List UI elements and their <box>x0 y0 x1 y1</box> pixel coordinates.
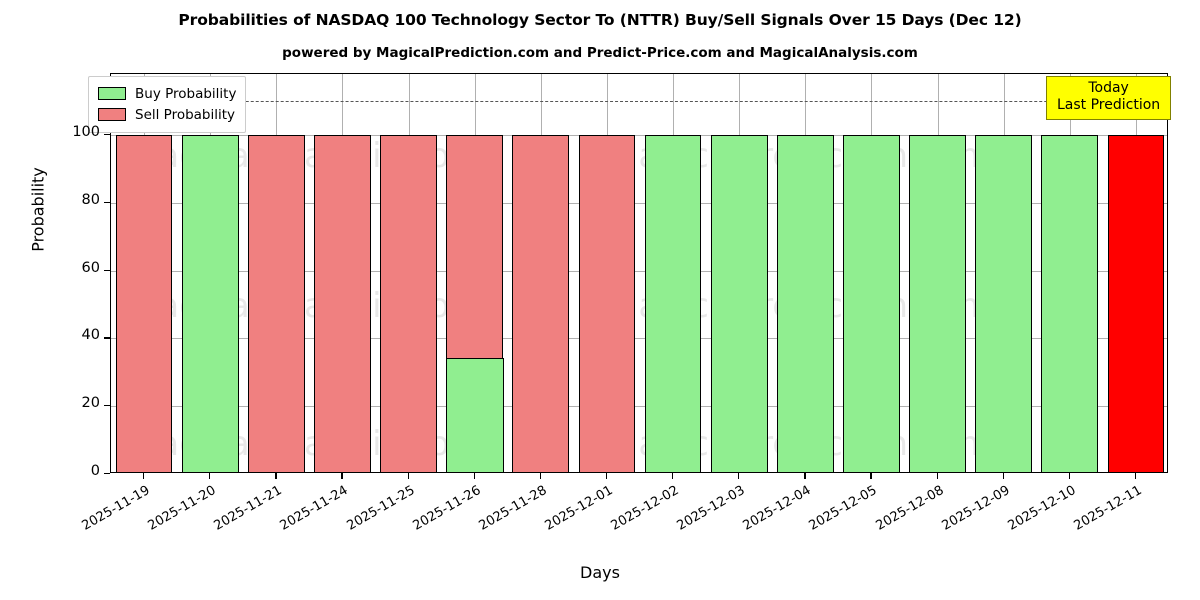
bar-2025-12-05[interactable] <box>843 135 900 472</box>
y-tick-label: 40 <box>81 327 100 344</box>
x-tick-mark <box>1068 473 1070 479</box>
legend-swatch-sell <box>98 108 126 121</box>
x-tick-label: 2025-11-28 <box>476 483 550 534</box>
bar-2025-11-20[interactable] <box>181 135 239 472</box>
x-tick-mark <box>605 473 608 479</box>
x-tick-mark <box>870 473 872 479</box>
bar-2025-12-11[interactable] <box>1107 135 1165 472</box>
chart-subtitle: powered by MagicalPrediction.com and Pre… <box>282 45 918 61</box>
x-tick-mark <box>936 473 938 479</box>
x-tick-label: 2025-12-03 <box>674 483 748 534</box>
gridline-horizontal <box>111 338 1167 340</box>
y-tick-label: 100 <box>72 124 100 141</box>
threshold-dashed-line <box>111 101 1167 103</box>
y-tick-mark <box>104 269 110 271</box>
y-tick-label: 80 <box>81 191 100 208</box>
y-tick-mark <box>104 405 110 407</box>
y-tick-mark <box>104 337 110 339</box>
legend-item-sell[interactable]: Sell Probability <box>98 104 236 125</box>
y-tick-label: 20 <box>81 395 100 412</box>
x-tick-label: 2025-12-08 <box>873 483 947 534</box>
chart-legend: Buy Probability Sell Probability <box>88 76 247 133</box>
y-tick-label: 60 <box>81 259 100 276</box>
x-tick-mark <box>1134 473 1137 479</box>
x-tick-mark <box>473 473 475 479</box>
bar-2025-12-08[interactable] <box>909 135 966 472</box>
bars-layer <box>111 74 1167 472</box>
bar-2025-11-28[interactable] <box>512 135 570 472</box>
x-tick-mark <box>275 473 277 479</box>
legend-swatch-buy <box>98 87 126 100</box>
x-tick-mark <box>539 473 541 479</box>
bar-2025-12-03[interactable] <box>710 135 768 472</box>
bar-2025-11-19[interactable] <box>115 135 173 472</box>
today-annotation-line2: Last Prediction <box>1057 97 1161 113</box>
y-axis-label: Probability <box>28 167 48 252</box>
bar-2025-12-09[interactable] <box>975 135 1033 472</box>
x-tick-label: 2025-12-11 <box>1071 483 1145 534</box>
gridline-horizontal <box>111 202 1167 204</box>
x-tick-label: 2025-12-05 <box>806 483 880 534</box>
x-tick-label: 2025-12-09 <box>939 483 1013 534</box>
bar-2025-12-10[interactable] <box>1041 135 1099 472</box>
x-tick-mark <box>1002 473 1004 479</box>
today-annotation: Today Last Prediction <box>1046 76 1172 120</box>
bar-segment-buy <box>445 358 504 472</box>
x-tick-mark <box>804 473 806 479</box>
x-tick-label: 2025-11-19 <box>79 483 153 534</box>
bar-2025-11-24[interactable] <box>314 135 371 472</box>
bar-2025-12-01[interactable] <box>578 135 636 472</box>
x-tick-label: 2025-12-10 <box>1005 483 1079 534</box>
bar-2025-11-21[interactable] <box>247 135 305 472</box>
plot-area: MagicalAnalysis.comMagicalPrediction.com… <box>110 73 1168 473</box>
x-tick-label: 2025-11-26 <box>410 483 484 534</box>
x-tick-label: 2025-11-24 <box>277 483 351 534</box>
x-tick-mark <box>738 473 740 479</box>
bar-2025-11-26[interactable] <box>445 135 504 472</box>
chart-title: Probabilities of NASDAQ 100 Technology S… <box>178 11 1022 29</box>
x-tick-label: 2025-11-25 <box>344 483 418 534</box>
gridline-horizontal <box>111 135 1167 137</box>
x-tick-label: 2025-12-01 <box>542 483 616 534</box>
gridline-horizontal <box>111 406 1167 408</box>
bar-2025-12-04[interactable] <box>776 135 834 472</box>
y-tick-mark <box>104 473 110 475</box>
x-tick-label: 2025-11-21 <box>211 483 285 534</box>
x-tick-mark <box>407 473 409 479</box>
x-tick-mark <box>341 473 343 479</box>
x-tick-label: 2025-12-02 <box>608 483 682 534</box>
today-annotation-line1: Today <box>1088 80 1129 96</box>
legend-item-buy[interactable]: Buy Probability <box>98 83 236 104</box>
y-tick-label: 0 <box>90 463 100 479</box>
x-tick-mark <box>143 473 145 479</box>
threshold-line-layer <box>111 74 1167 472</box>
y-tick-mark <box>104 134 110 136</box>
x-tick-label: 2025-12-04 <box>740 483 814 534</box>
legend-label-sell: Sell Probability <box>135 106 236 123</box>
bar-2025-12-02[interactable] <box>644 135 702 472</box>
y-tick-mark <box>104 201 110 203</box>
x-tick-label: 2025-11-20 <box>145 483 219 534</box>
legend-label-buy: Buy Probability <box>135 85 237 102</box>
x-tick-mark <box>209 473 211 479</box>
x-axis-label: Days <box>580 563 620 582</box>
bar-2025-11-25[interactable] <box>380 135 437 472</box>
x-tick-mark <box>672 473 674 479</box>
gridline-horizontal <box>111 270 1167 272</box>
